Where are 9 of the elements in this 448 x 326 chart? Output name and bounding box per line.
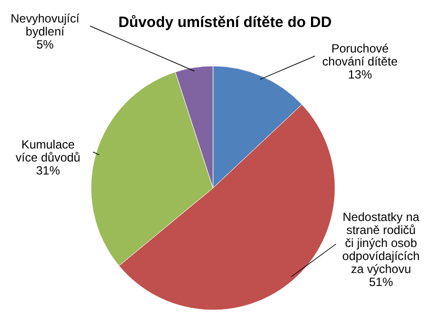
slice-label: Nevyhovující bydlení [10, 12, 80, 38]
data-label: 31% [36, 164, 60, 178]
data-label: 51% [368, 275, 394, 289]
slice-label: Poruchové chování dítěte [322, 42, 398, 68]
data-label: 13% [348, 68, 372, 82]
slice-label: Kumulace více důvodů [16, 138, 80, 164]
chart-title: Důvody umístění dítěte do DD [118, 14, 332, 31]
slice-label: Nedostatky na straně rodičů či jiných osob odpovídajících za výchovu [342, 210, 420, 276]
data-label: 5% [36, 38, 54, 52]
